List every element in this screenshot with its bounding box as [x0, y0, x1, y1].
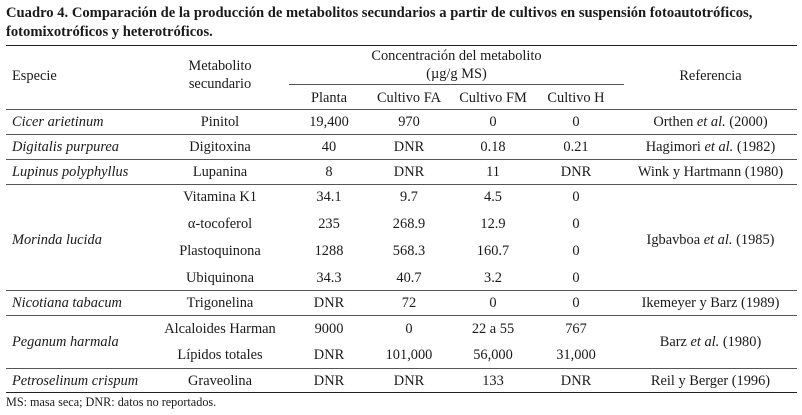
ref-reil: Reil y Berger (1996) [650, 373, 771, 389]
cultivo-fm-cell: 56,000 [473, 347, 513, 363]
cultivo-fa-cell: DNR [393, 373, 425, 389]
cultivo-h-cell: 0.21 [563, 139, 589, 155]
ref-hagimori: Hagimori et al. (1982) [645, 139, 776, 155]
cultivo-fm-cell: 0 [489, 295, 497, 311]
cultivo-fm-cell: 4.5 [484, 189, 502, 205]
cultivo-fa-cell: DNR [393, 139, 425, 155]
metabolito-cell: Graveolina [188, 373, 252, 389]
cultivo-h-cell: DNR [560, 164, 592, 180]
header-cultivo-h: Cultivo H [547, 90, 605, 106]
caption-line-1: Cuadro 4. Comparación de la producción d… [6, 5, 753, 21]
species-lupinus: Lupinus polyphyllus [12, 164, 129, 180]
cultivo-fa-cell: 40.7 [396, 270, 422, 286]
header-cultivo-fa: Cultivo FA [376, 90, 442, 106]
cultivo-fm-cell: 133 [482, 373, 504, 389]
cultivo-h-cell: 767 [565, 321, 587, 337]
bottom-rule [6, 392, 797, 393]
header-especie: Especie [12, 68, 57, 84]
cultivo-h-cell: 0 [572, 216, 580, 232]
cultivo-h-cell: 0 [572, 295, 580, 311]
cultivo-h-cell: DNR [560, 373, 592, 389]
header-cultivo-fm: Cultivo FM [459, 90, 527, 106]
cultivo-fa-cell: 101,000 [385, 347, 433, 363]
header-referencia: Referencia [679, 68, 742, 84]
cultivo-fa-cell: 72 [401, 295, 417, 311]
row-rule [6, 315, 797, 316]
ref-orthen: Orthen et al. (2000) [653, 114, 768, 130]
row-rule [6, 184, 797, 185]
metabolito-cell: Pinitol [200, 114, 240, 130]
ref-ikemeyer: Ikemeyer y Barz (1989) [641, 295, 780, 311]
header-bottom-rule [6, 109, 797, 110]
cultivo-fa-cell: 568.3 [392, 243, 426, 259]
planta-cell: 9000 [314, 321, 344, 337]
cultivo-fm-cell: 12.9 [480, 216, 506, 232]
species-cicer: Cicer arietinum [12, 114, 104, 130]
metabolito-cell: Digitoxina [189, 139, 251, 155]
concentration-underline [289, 84, 624, 85]
cultivo-fa-cell: DNR [393, 164, 425, 180]
species-digitalis: Digitalis purpurea [12, 139, 120, 155]
header-metabolito-line1: Metabolito [188, 58, 252, 74]
caption-line-2: fotomixotróficos y heterotróficos. [6, 24, 213, 40]
row-rule [6, 368, 797, 369]
planta-cell: 34.1 [316, 189, 342, 205]
planta-cell: DNR [313, 347, 345, 363]
species-morinda: Morinda lucida [12, 232, 102, 248]
cultivo-fa-cell: 9.7 [400, 189, 418, 205]
metabolito-cell: Alcaloides Harman [164, 321, 276, 337]
ref-wink: Wink y Hartmann (1980) [637, 164, 784, 180]
cultivo-fa-cell: 0 [405, 321, 413, 337]
metabolito-cell: α-tocoferol [187, 216, 253, 232]
planta-cell: DNR [313, 373, 345, 389]
metabolito-cell: Lupanina [192, 164, 248, 180]
planta-cell: 34.3 [316, 270, 342, 286]
cultivo-fa-cell: 268.9 [392, 216, 426, 232]
cultivo-fm-cell: 160.7 [476, 243, 510, 259]
cultivo-fm-cell: 0.18 [480, 139, 506, 155]
species-petroselinum: Petroselinum crispum [12, 373, 139, 389]
row-rule [6, 159, 797, 160]
header-metabolito-line2: secundario [188, 76, 252, 92]
planta-cell: 19,400 [309, 114, 349, 130]
ref-igbavboa: Igbavboa et al. (1985) [646, 232, 775, 248]
cultivo-fm-cell: 22 a 55 [471, 321, 515, 337]
header-concentracion-line1: Concentración del metabolito [371, 48, 542, 64]
cultivo-fm-cell: 0 [489, 114, 497, 130]
cultivo-h-cell: 0 [572, 270, 580, 286]
metabolito-cell: Plastoquinona [179, 243, 261, 259]
planta-cell: 40 [321, 139, 337, 155]
row-rule [6, 290, 797, 291]
footnote: MS: masa seca; DNR: datos no reportados. [6, 395, 217, 409]
metabolito-cell: Vitamina K1 [183, 189, 257, 205]
header-planta: Planta [311, 90, 347, 106]
cultivo-fm-cell: 3.2 [484, 270, 502, 286]
row-rule [6, 134, 797, 135]
cultivo-h-cell: 0 [572, 114, 580, 130]
planta-cell: 8 [325, 164, 333, 180]
cultivo-fa-cell: 970 [398, 114, 420, 130]
cultivo-fm-cell: 11 [486, 164, 500, 180]
header-concentracion-line2: (µg/g MS) [426, 66, 487, 82]
table-caption: Cuadro 4. Comparación de la producción d… [6, 4, 796, 42]
cultivo-h-cell: 31,000 [556, 347, 596, 363]
planta-cell: DNR [313, 295, 345, 311]
cultivo-h-cell: 0 [572, 243, 580, 259]
metabolito-cell: Lípidos totales [177, 347, 263, 363]
species-nicotiana: Nicotiana tabacum [12, 295, 122, 311]
planta-cell: 235 [318, 216, 340, 232]
cultivo-h-cell: 0 [572, 189, 580, 205]
metabolito-cell: Trigonelina [186, 295, 254, 311]
top-rule [6, 45, 797, 46]
species-peganum: Peganum harmala [12, 334, 119, 350]
ref-barz: Barz et al. (1980) [659, 334, 762, 350]
planta-cell: 1288 [314, 243, 344, 259]
metabolito-cell: Ubiquinona [186, 270, 254, 286]
